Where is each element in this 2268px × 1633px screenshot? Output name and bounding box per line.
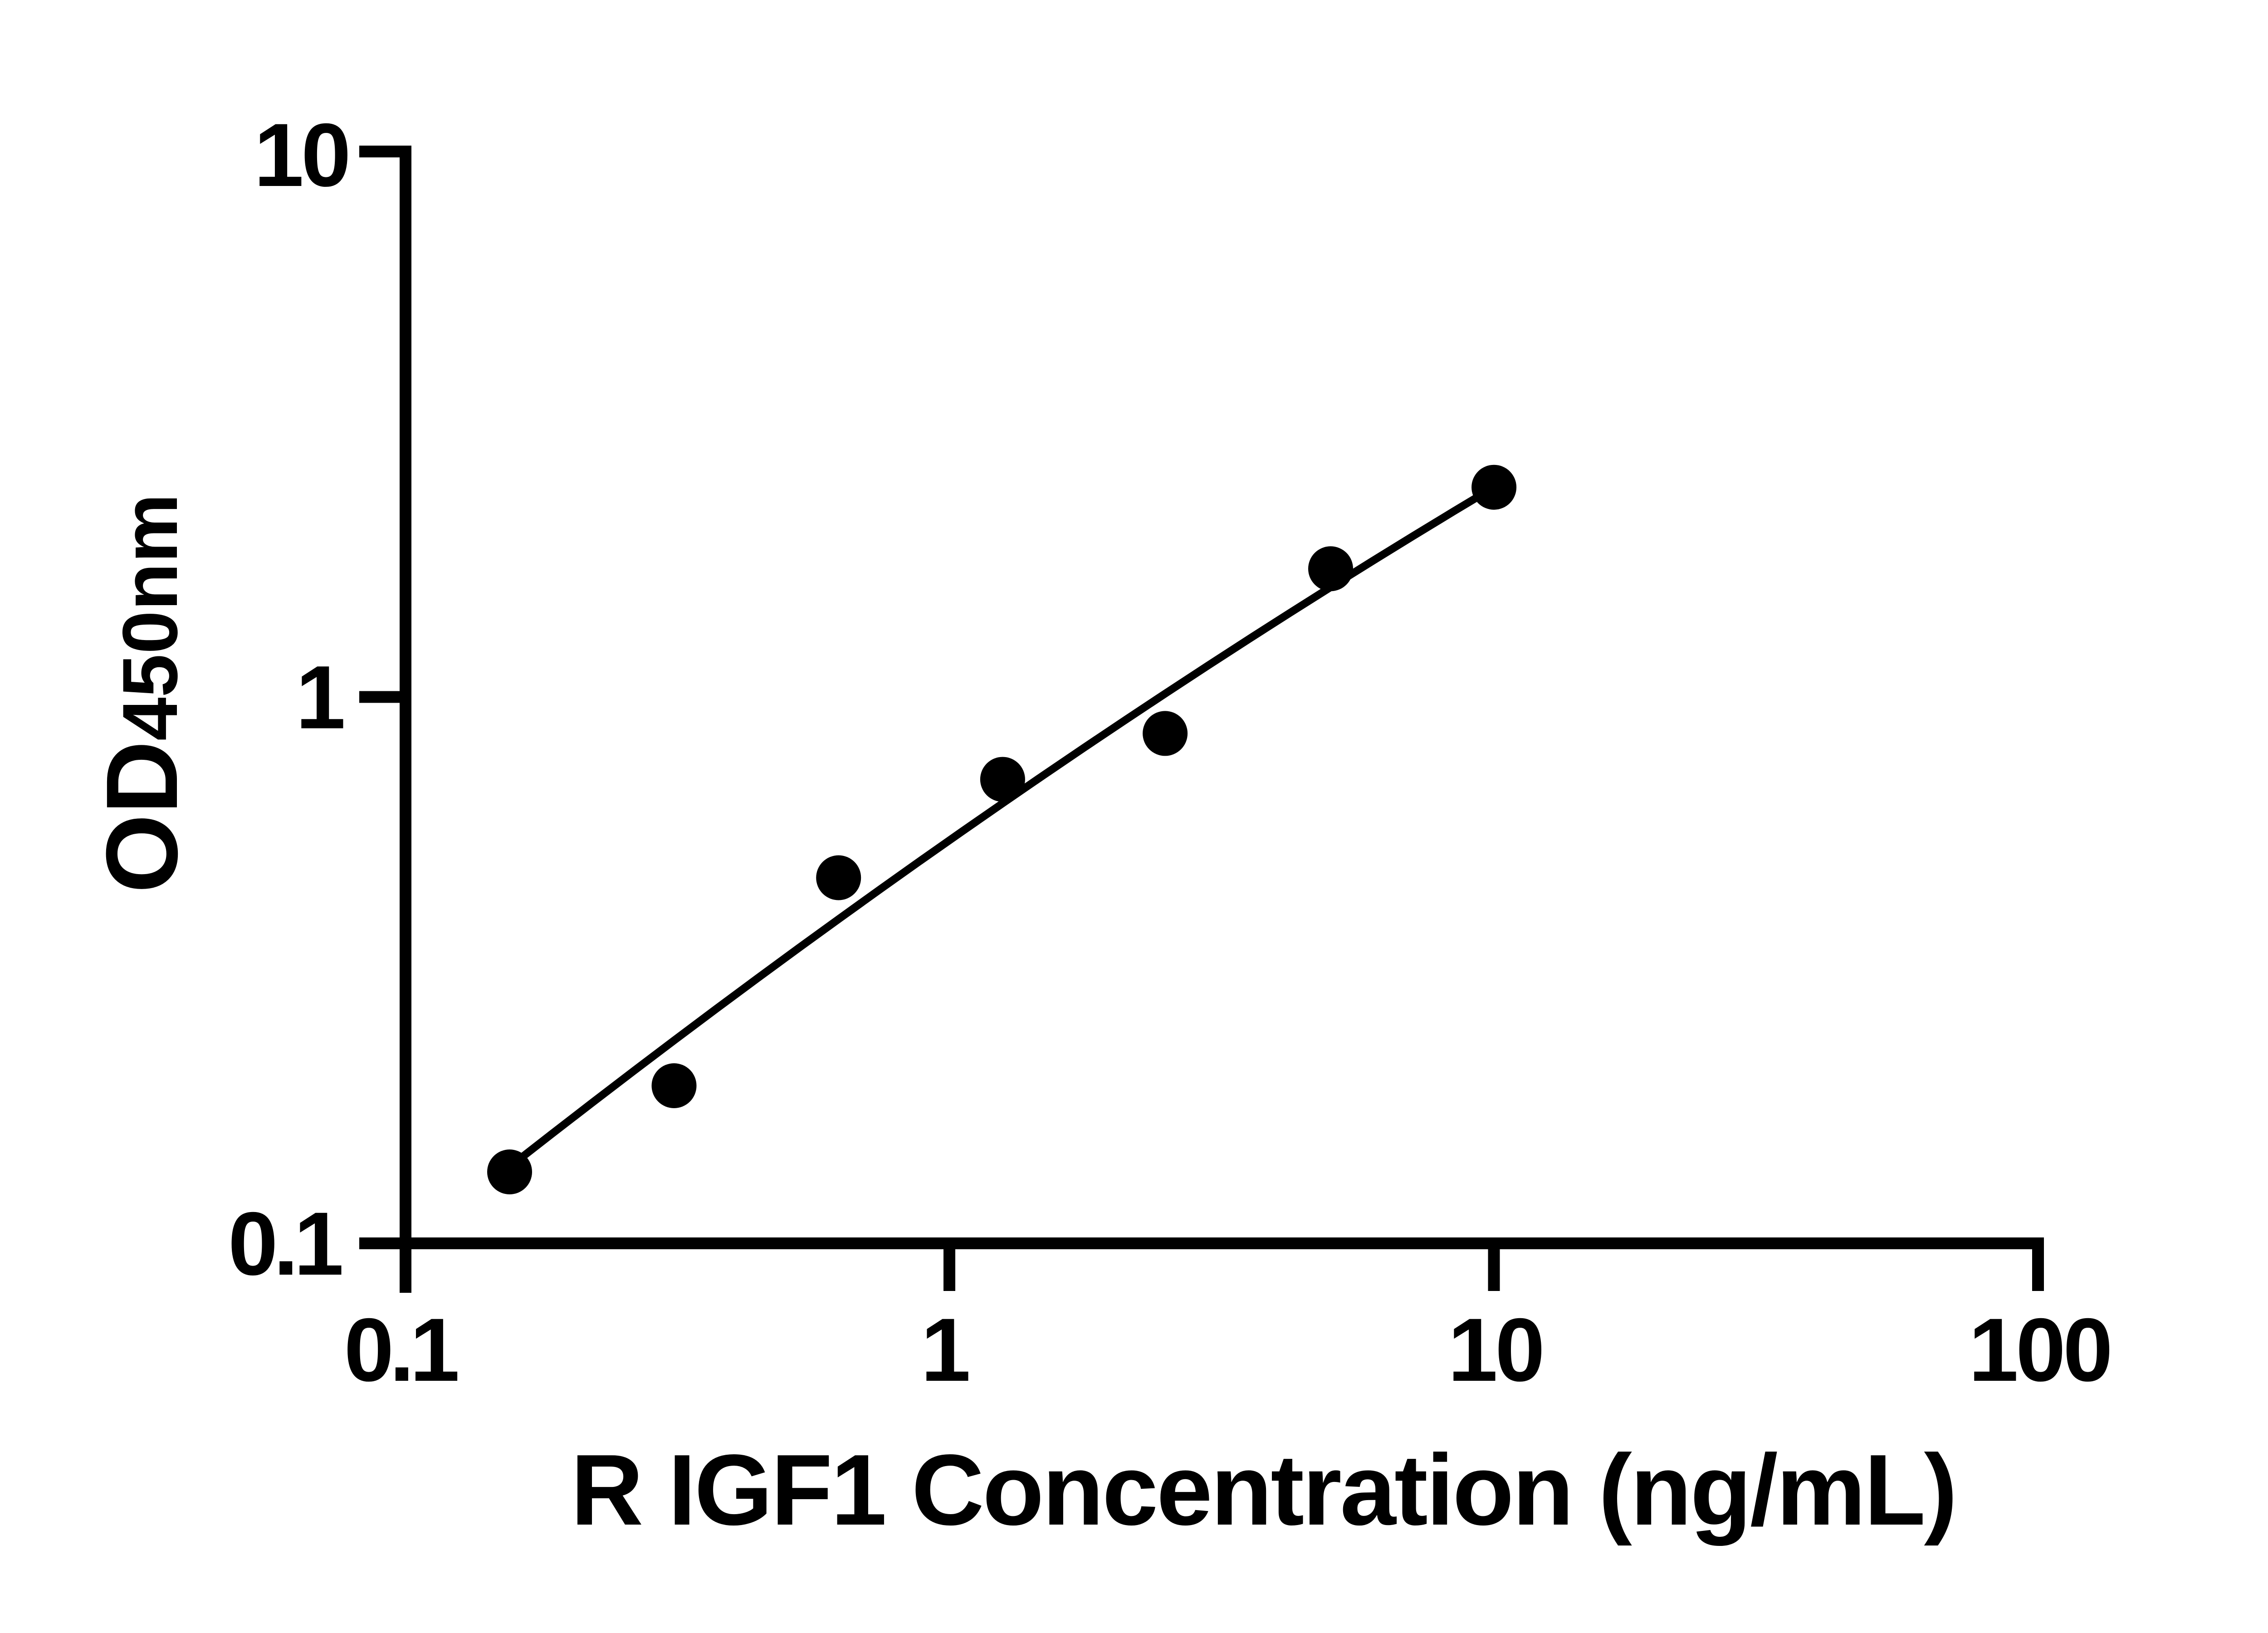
svg-text:R IGF1 Concentration (ng/mL): R IGF1 Concentration (ng/mL) [571, 1434, 1956, 1546]
svg-text:10: 10 [1448, 1300, 1542, 1400]
svg-text:100: 100 [1969, 1300, 2110, 1400]
svg-text:OD450nm: OD450nm [85, 494, 199, 893]
svg-text:0.1: 0.1 [344, 1300, 457, 1400]
svg-text:1: 1 [921, 1300, 971, 1400]
svg-text:0.1: 0.1 [228, 1193, 342, 1294]
svg-text:10: 10 [254, 105, 348, 205]
svg-text:1: 1 [296, 647, 346, 748]
